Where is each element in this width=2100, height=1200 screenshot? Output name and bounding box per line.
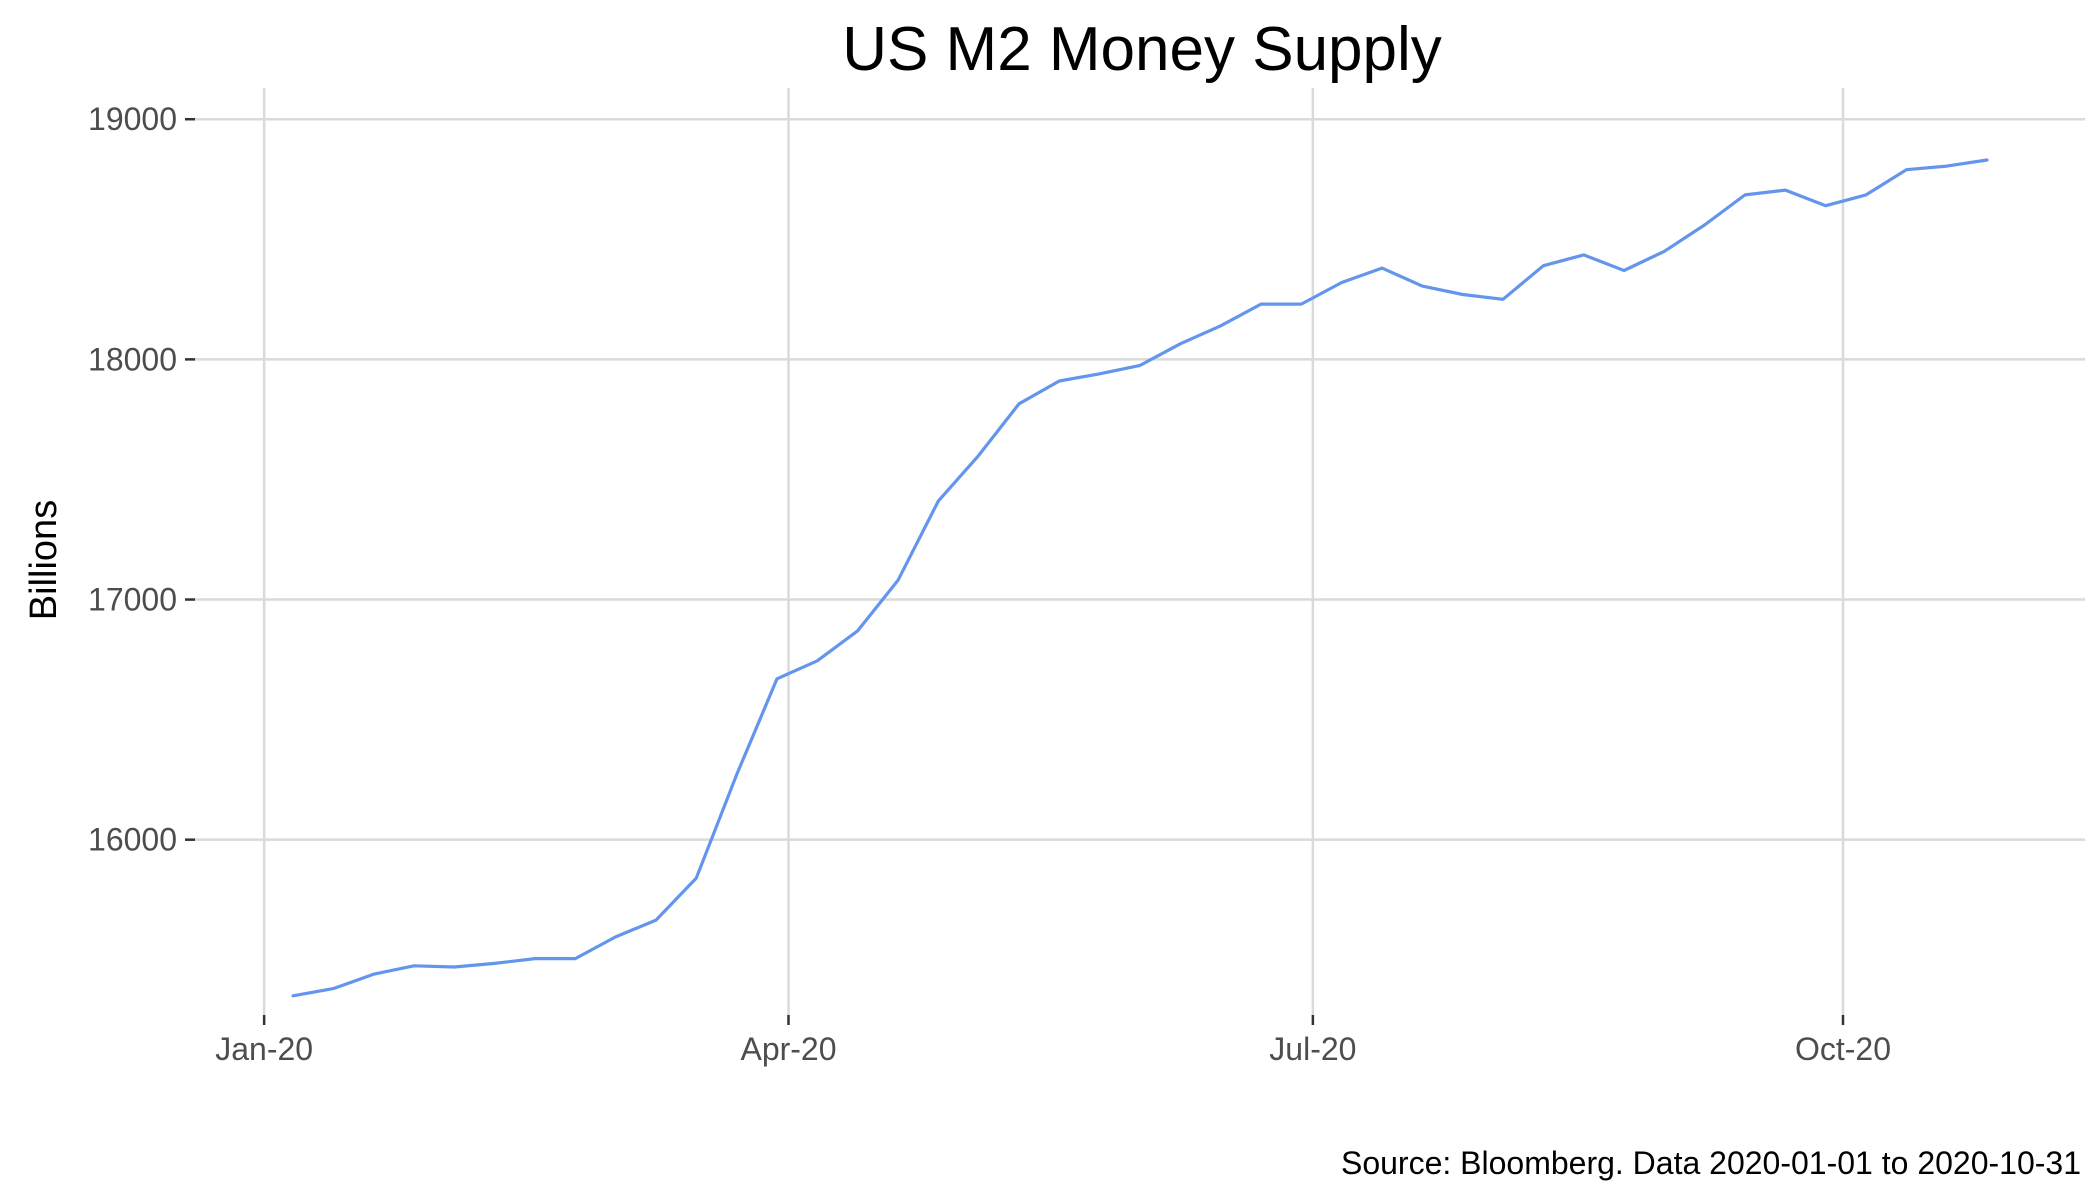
y-tick-label: 19000 xyxy=(88,101,177,137)
y-axis-title: Billions xyxy=(23,500,65,620)
series-line xyxy=(291,158,1989,998)
x-tick-label: Apr-20 xyxy=(740,1031,836,1067)
x-axis: Jan-20 Apr-20 Jul-20 Oct-20 xyxy=(215,1015,1891,1067)
grid-lines xyxy=(195,88,2085,1015)
x-tick-label: Jan-20 xyxy=(215,1031,313,1067)
y-tick-label: 16000 xyxy=(88,822,177,858)
y-axis: 16000 17000 18000 19000 xyxy=(88,101,195,858)
y-tick-label: 18000 xyxy=(88,341,177,377)
x-tick-label: Oct-20 xyxy=(1795,1031,1891,1067)
series-layer xyxy=(291,158,1989,998)
x-tick-label: Jul-20 xyxy=(1269,1031,1356,1067)
chart-title: US M2 Money Supply xyxy=(842,15,1442,84)
source-caption: Source: Bloomberg. Data 2020-01-01 to 20… xyxy=(1341,1145,2081,1181)
y-tick-label: 17000 xyxy=(88,582,177,618)
